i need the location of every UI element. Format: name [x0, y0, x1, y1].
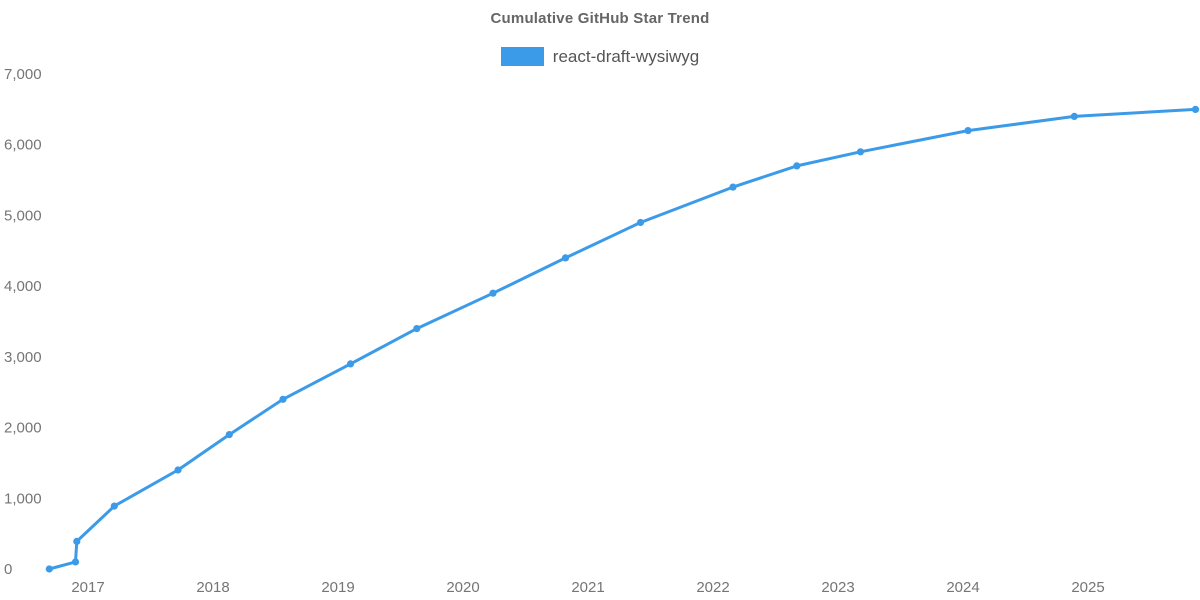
data-point-marker: [1191, 105, 1200, 113]
legend-swatch: [500, 47, 544, 66]
data-point-marker: [964, 127, 972, 135]
chart-title: Cumulative GitHub Star Trend: [490, 10, 710, 27]
data-point-marker: [174, 466, 182, 474]
x-tick-label: 2019: [321, 579, 354, 596]
x-tick-label: 2024: [946, 579, 979, 596]
series-line: [47, 107, 1197, 571]
y-tick-label: 6,000: [4, 137, 42, 154]
y-tick-label: 0: [4, 561, 12, 578]
y-tick-label: 5,000: [4, 207, 42, 224]
data-point-marker: [45, 565, 53, 573]
data-point-marker: [489, 289, 497, 297]
x-tick-label: 2021: [571, 579, 604, 596]
data-point-marker: [346, 360, 355, 368]
data-point-marker: [73, 537, 81, 546]
x-tick-label: 2022: [696, 579, 729, 596]
legend-label: react-draft-wysiwyg: [552, 47, 700, 66]
legend-item[interactable]: react-draft-wysiwyg: [0, 47, 1200, 66]
data-point-marker: [561, 254, 570, 262]
y-tick-label: 3,000: [4, 349, 42, 366]
data-point-marker: [729, 183, 737, 191]
x-tick-label: 2017: [71, 579, 104, 596]
data-point-marker: [856, 148, 865, 156]
y-tick-label: 1,000: [4, 490, 42, 507]
data-point-marker: [793, 162, 801, 170]
data-point-marker: [636, 218, 645, 227]
y-tick-label: 2,000: [4, 420, 42, 437]
y-tick-label: 4,000: [4, 278, 42, 295]
y-tick-label: 7,000: [4, 66, 42, 83]
data-point-marker: [413, 325, 421, 333]
data-point-marker: [225, 431, 233, 439]
data-point-marker: [279, 395, 287, 403]
data-point-marker: [110, 502, 118, 510]
data-point-marker: [71, 558, 80, 566]
data-point-marker: [1070, 112, 1078, 120]
x-tick-label: 2020: [446, 579, 479, 596]
x-tick-label: 2018: [196, 579, 229, 596]
x-tick-label: 2025: [1071, 579, 1104, 596]
x-tick-label: 2023: [821, 579, 854, 596]
